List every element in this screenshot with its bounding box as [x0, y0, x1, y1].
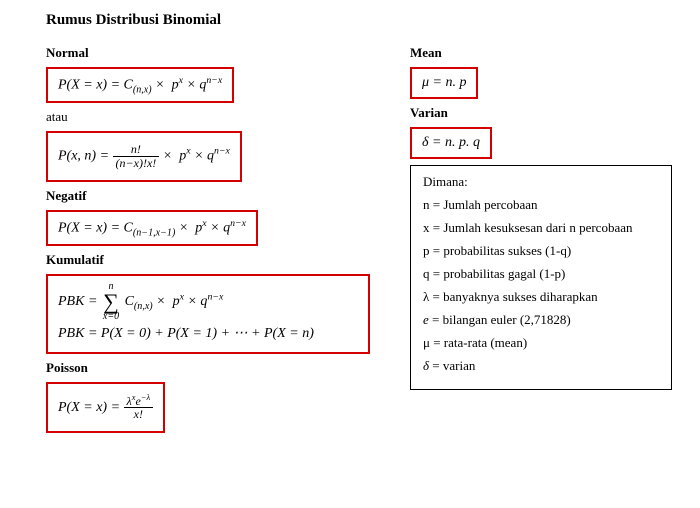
dimana-row: δ = varian: [423, 358, 659, 374]
formula-normal-2: P(x, n) = n!(n−x)!x! × px × qn−x: [46, 131, 242, 181]
heading-normal: Normal: [46, 45, 370, 61]
dimana-row: q = probabilitas gagal (1-p): [423, 266, 659, 282]
heading-kumulatif: Kumulatif: [46, 252, 370, 268]
formula-negatif: P(X = x) = C(n−1,x−1) × px × qn−x: [46, 210, 258, 246]
label-atau: atau: [46, 109, 370, 125]
formula-normal: P(X = x) = C(n,x) × px × qn−x: [46, 67, 234, 103]
formula-varian: δ = n. p. q: [410, 127, 492, 159]
dimana-box: Dimana: n = Jumlah percobaan x = Jumlah …: [410, 165, 672, 390]
columns: Normal P(X = x) = C(n,x) × px × qn−x ata…: [46, 39, 672, 433]
heading-varian: Varian: [410, 105, 672, 121]
dimana-row: n = Jumlah percobaan: [423, 197, 659, 213]
formula-mean: μ = n. p: [410, 67, 478, 99]
dimana-row: e = bilangan euler (2,71828): [423, 312, 659, 328]
dimana-row: x = Jumlah kesuksesan dari n percobaan: [423, 220, 659, 236]
left-column: Normal P(X = x) = C(n,x) × px × qn−x ata…: [46, 39, 370, 433]
formula-poisson: P(X = x) = λxe−λx!: [46, 382, 165, 433]
dimana-row: p = probabilitas sukses (1-q): [423, 243, 659, 259]
dimana-row: λ = banyaknya sukses diharapkan: [423, 289, 659, 305]
heading-poisson: Poisson: [46, 360, 370, 376]
dimana-heading: Dimana:: [423, 174, 659, 190]
page-title: Rumus Distribusi Binomial: [46, 12, 672, 29]
heading-negatif: Negatif: [46, 188, 370, 204]
page: Rumus Distribusi Binomial Normal P(X = x…: [0, 0, 700, 445]
dimana-row: μ = rata-rata (mean): [423, 335, 659, 351]
right-column: Mean μ = n. p Varian δ = n. p. q Dimana:…: [410, 39, 672, 433]
heading-mean: Mean: [410, 45, 672, 61]
formula-kumulatif: PBK = n∑x=0 C(n,x) × px × qn−xPBK = P(X …: [46, 274, 370, 354]
